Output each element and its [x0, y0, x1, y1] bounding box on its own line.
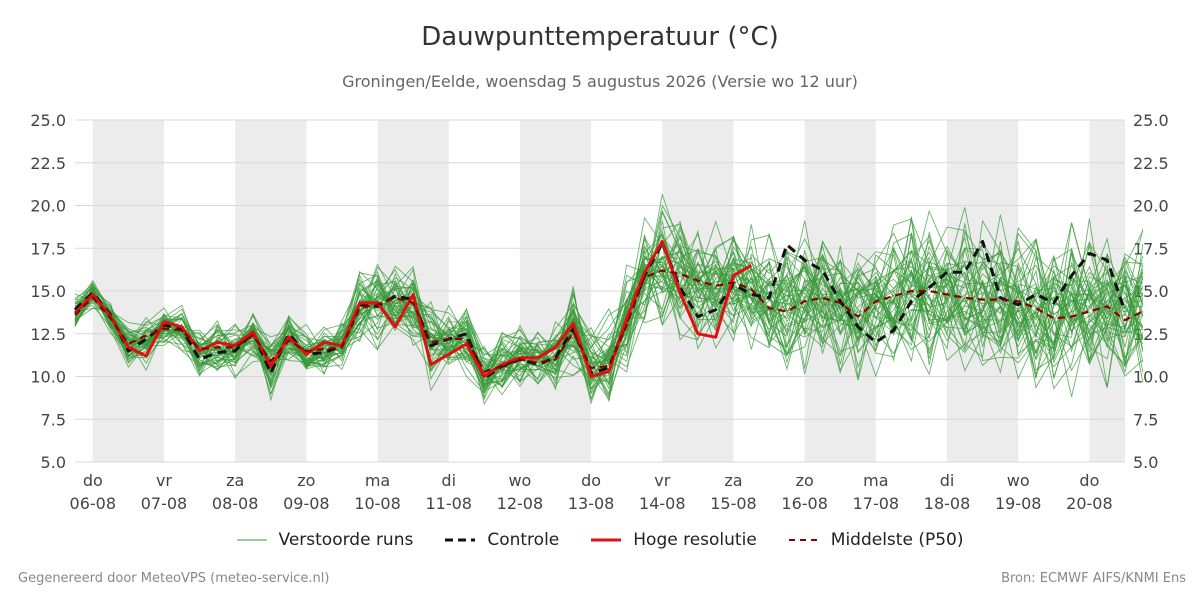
legend-label-control: Controle: [487, 530, 560, 550]
legend-item-median: Middelste (P50): [788, 530, 964, 550]
legend-label-median: Middelste (P50): [830, 530, 964, 550]
footer-source: Bron: ECMWF AIFS/KNMI Ens: [1001, 571, 1186, 586]
x-tick-label-day: di: [441, 471, 456, 490]
ensemble-member-line: [74, 256, 1144, 388]
y-tick-label-right: 20.0: [1133, 197, 1169, 216]
y-tick-label-left: 7.5: [41, 410, 66, 429]
x-tick-label-date: 19-08: [995, 494, 1042, 513]
hires-line: [73, 239, 753, 378]
y-tick-label-left: 10.0: [30, 368, 66, 387]
chart-title: Dauwpunttemperatuur (°C): [421, 22, 779, 52]
ensemble-member-line: [74, 230, 1144, 391]
x-tick-label-date: 20-08: [1066, 494, 1113, 513]
x-tick-label-date: 07-08: [141, 494, 188, 513]
x-tick-label-day: ma: [365, 471, 390, 490]
y-tick-label-left: 17.5: [30, 239, 66, 258]
legend-item-ensemble: Verstoorde runs: [236, 530, 414, 550]
x-tick-label-day: wo: [1007, 471, 1030, 490]
x-tick-label-day: vr: [654, 471, 670, 490]
x-tick-label-date: 16-08: [781, 494, 828, 513]
x-tick-label-day: vr: [156, 471, 172, 490]
ensemble-member-line: [74, 204, 1144, 401]
ensemble-member-line: [74, 232, 1144, 387]
control-line: [73, 239, 1127, 380]
x-tick-label-date: 08-08: [212, 494, 259, 513]
legend-item-hires: Hoge resolutie: [591, 530, 757, 550]
x-tick-label-date: 13-08: [568, 494, 615, 513]
legend-label-ensemble: Verstoorde runs: [278, 530, 414, 550]
y-tick-label-left: 5.0: [41, 453, 66, 472]
x-tick-label-day: di: [940, 471, 955, 490]
y-tick-label-right: 17.5: [1133, 239, 1169, 258]
x-tick-label-date: 09-08: [283, 494, 330, 513]
x-tick-label-date: 15-08: [710, 494, 757, 513]
ensemble-member-line: [74, 218, 1143, 381]
legend-swatch-ensemble: [236, 539, 267, 541]
footer-generated-by: Gegenereerd door MeteoVPS (meteo-service…: [18, 571, 330, 586]
y-tick-label-left: 20.0: [30, 197, 66, 216]
y-tick-label-left: 22.5: [30, 154, 66, 173]
y-tick-label-right: 7.5: [1133, 410, 1158, 429]
y-tick-label-left: 15.0: [30, 282, 66, 301]
x-tick-label-date: 18-08: [924, 494, 971, 513]
ensemble-member-line: [74, 240, 1144, 372]
x-tick-label-date: 06-08: [70, 494, 117, 513]
y-tick-label-right: 10.0: [1133, 368, 1169, 387]
x-tick-label-date: 14-08: [639, 494, 686, 513]
y-tick-label-right: 25.0: [1133, 111, 1169, 130]
x-tick-label-day: ma: [863, 471, 888, 490]
y-tick-label-left: 12.5: [30, 325, 66, 344]
x-tick-label-date: 12-08: [497, 494, 544, 513]
legend-swatch-control: [445, 538, 476, 542]
legend-swatch-median: [788, 539, 819, 541]
x-tick-label-day: zo: [796, 471, 814, 490]
legend-label-hires: Hoge resolutie: [633, 530, 757, 550]
x-tick-label-day: do: [1079, 471, 1099, 490]
x-tick-label-date: 10-08: [354, 494, 401, 513]
x-tick-label-day: wo: [508, 471, 531, 490]
x-tick-label-day: do: [581, 471, 601, 490]
x-tick-label-date: 17-08: [853, 494, 900, 513]
ensemble-member-line: [74, 262, 1144, 382]
chart-legend: Verstoorde runs Controle Hoge resolutie …: [0, 530, 1200, 550]
legend-item-control: Controle: [445, 530, 559, 550]
ensemble-member-line: [74, 223, 1143, 390]
legend-swatch-hires: [591, 538, 622, 542]
x-tick-label-day: za: [724, 471, 742, 490]
chart-subtitle: Groningen/Eelde, woensdag 5 augustus 202…: [342, 72, 858, 91]
median-line: [74, 269, 1144, 373]
x-tick-label-day: zo: [297, 471, 315, 490]
x-tick-label-day: do: [83, 471, 103, 490]
x-tick-label-day: za: [226, 471, 244, 490]
y-tick-label-right: 22.5: [1133, 154, 1169, 173]
x-tick-label-date: 11-08: [425, 494, 472, 513]
y-tick-label-left: 25.0: [30, 111, 66, 130]
ensemble-member-line: [74, 251, 1143, 388]
y-tick-label-right: 5.0: [1133, 453, 1158, 472]
